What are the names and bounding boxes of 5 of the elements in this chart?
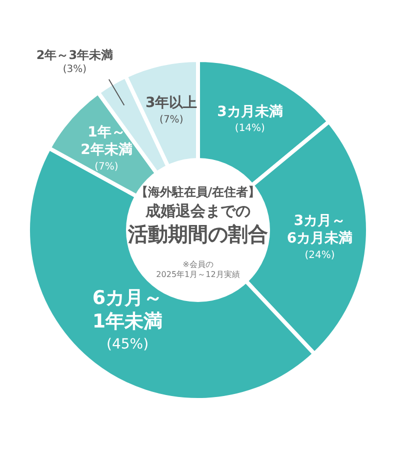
text: ※会員の (182, 260, 214, 269)
text: 活動期間の割合 (127, 222, 268, 246)
text: 【海外駐在員/在住者】 (136, 185, 260, 199)
text: 成婚退会までの (144, 202, 250, 220)
text: 2025年1月～12月実績 (156, 270, 240, 279)
